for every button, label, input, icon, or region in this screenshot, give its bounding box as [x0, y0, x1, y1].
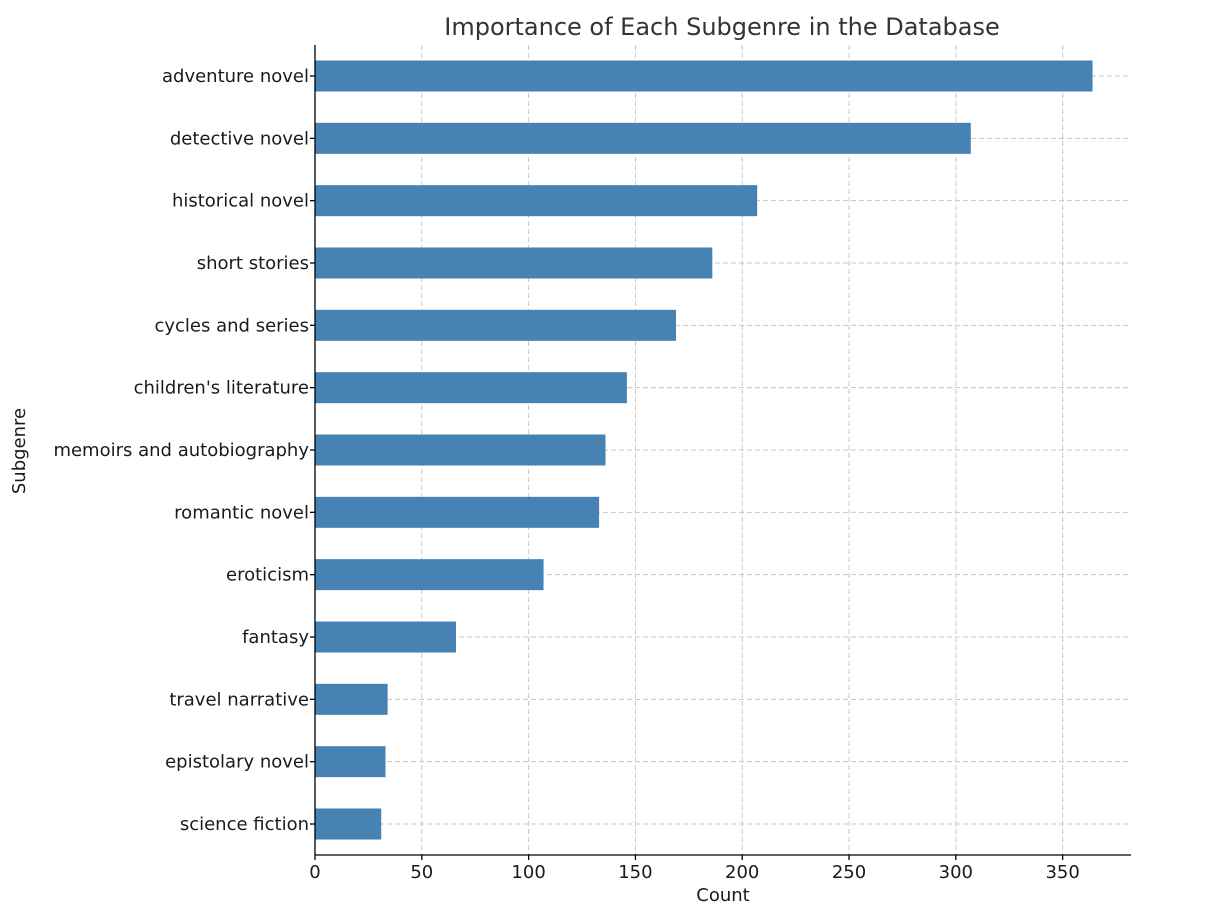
- bar: [315, 808, 382, 840]
- bar: [315, 122, 971, 154]
- bar: [315, 185, 758, 217]
- bar: [315, 746, 386, 778]
- y-tick-label: children's literature: [134, 378, 309, 399]
- y-axis-label: Subgenre: [9, 408, 30, 494]
- bar: [315, 60, 1093, 92]
- bar: [315, 559, 544, 591]
- chart-title: Importance of Each Subgenre in the Datab…: [444, 13, 1000, 41]
- bar: [315, 247, 713, 279]
- y-tick-label: fantasy: [242, 627, 309, 648]
- bar: [315, 621, 456, 653]
- x-tick-label: 100: [511, 862, 545, 883]
- bar: [315, 683, 388, 715]
- x-tick-label: 300: [939, 862, 973, 883]
- bar: [315, 372, 627, 404]
- y-tick-label: short stories: [197, 253, 309, 274]
- bars: [315, 60, 1093, 840]
- x-tick-label: 250: [832, 862, 866, 883]
- y-tick-label: memoirs and autobiography: [53, 440, 309, 461]
- y-tick-label: travel narrative: [169, 689, 309, 710]
- y-tick-label: romantic novel: [174, 502, 309, 523]
- y-tick-label: historical novel: [172, 191, 309, 212]
- bar: [315, 309, 677, 341]
- y-tick-label: adventure novel: [162, 66, 309, 87]
- x-axis-label: Count: [696, 885, 749, 906]
- y-tick-label: science fiction: [180, 814, 309, 835]
- x-tick-label: 350: [1045, 862, 1079, 883]
- bar: [315, 496, 600, 528]
- y-tick-label: eroticism: [226, 565, 309, 586]
- x-ticks: 0 50 100 150 200 250 300 350: [309, 855, 1080, 883]
- x-tick-label: 200: [725, 862, 759, 883]
- x-tick-label: 150: [618, 862, 652, 883]
- y-ticks: adventure novel detective novel historical…: [53, 66, 315, 835]
- y-tick-label: detective novel: [170, 128, 309, 149]
- y-tick-label: epistolary novel: [165, 752, 309, 773]
- bar: [315, 434, 606, 466]
- x-tick-label: 50: [410, 862, 433, 883]
- x-tick-label: 0: [309, 862, 320, 883]
- y-tick-label: cycles and series: [154, 315, 309, 336]
